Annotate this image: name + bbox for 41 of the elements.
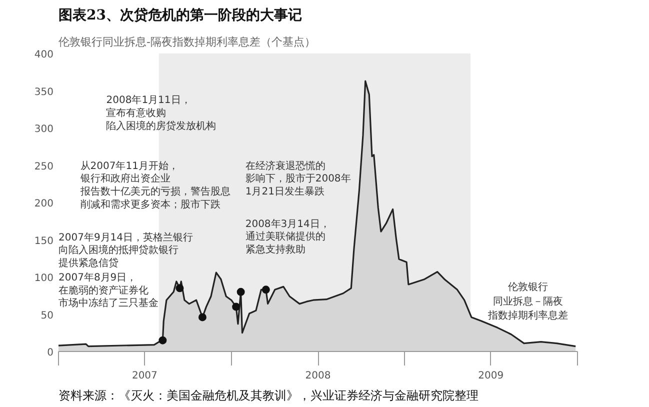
annotation: 通过美联储提供的 (245, 230, 326, 243)
chart-subtitle: 伦敦银行同业拆息-隔夜指数掉期利率息差（个基点） (58, 36, 316, 48)
y-tick-label: 50 (40, 310, 54, 322)
y-tick-label: 100 (34, 273, 54, 284)
x-tick-label: 2008 (305, 370, 331, 382)
text: 资料来源：《灭火：美国金融危机及其教训》，兴业证券经济与金融研究院整理 (58, 388, 478, 402)
point (198, 313, 206, 322)
x-tick-label: 2009 (478, 370, 504, 382)
y-tick-label: 200 (34, 198, 54, 210)
annotation: 2007年8月9日， (58, 272, 137, 284)
y-tick-label: 0 (47, 348, 54, 358)
annotation: 从2007年11月开始， (80, 160, 178, 172)
point (232, 302, 240, 311)
point (236, 288, 245, 296)
point (158, 336, 167, 344)
annotation: 在脆弱的资产证券化 (58, 284, 148, 296)
series-label: 伦敦银行同业拆息－隔夜指数掉期利率息差 (487, 281, 568, 322)
y-tick-label: 150 (34, 236, 54, 247)
point (176, 284, 184, 292)
y-tick-label: 400 (34, 50, 54, 60)
chart-title: 图表23、次贷危机的第一阶段的大事记 (58, 6, 302, 24)
annotation: 1月21日发生暴跌 (245, 185, 324, 198)
annotation: 宣布有意收购 (106, 107, 166, 120)
annotation: 市场中冻结了三只基金 (58, 297, 158, 310)
annotation: 陷入困境的房贷发放机构 (106, 120, 216, 132)
annotation: 报告数十亿美元的亏损，警告股息 (79, 185, 230, 198)
annotation: 银行和政府出资企业 (79, 172, 170, 185)
point (262, 286, 270, 294)
annotation: 紧急支持救助 (245, 244, 306, 256)
annotation: 向陷入困境的抵押贷款银行 (58, 244, 178, 256)
annotation: 削减和需求更多资本；股市下跌 (80, 198, 220, 210)
y-tick-label: 250 (34, 161, 54, 172)
annotation: 2008年3月14日， (245, 218, 330, 230)
annotation: 2007年9月14日，英格兰银行 (58, 231, 194, 244)
annotation: 提供紧急信贷 (58, 256, 118, 269)
y-tick-label: 350 (34, 86, 54, 98)
annotation: 2008年1月11日， (106, 94, 191, 106)
y-tick-label: 300 (34, 124, 54, 135)
annotation: 影响下，股市于2008年 (245, 172, 351, 185)
annotation: 在经济衰退恐慌的 (245, 160, 326, 172)
x-tick-label: 2007 (132, 370, 158, 382)
